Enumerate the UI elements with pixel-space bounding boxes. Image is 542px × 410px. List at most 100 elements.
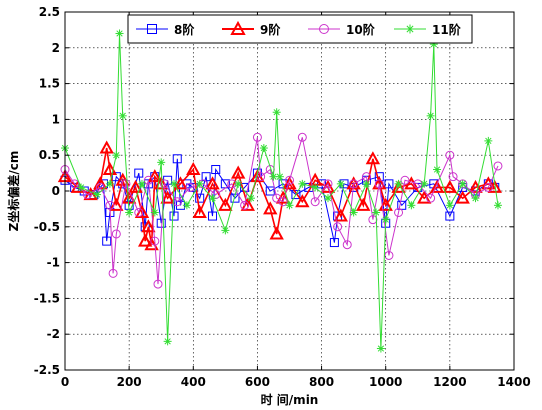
marker-square bbox=[265, 186, 275, 196]
y-tick-label: 2 bbox=[52, 41, 60, 55]
marker-star bbox=[195, 179, 204, 188]
marker-square bbox=[384, 179, 394, 189]
marker-circle bbox=[342, 240, 352, 250]
marker-circle bbox=[319, 24, 329, 34]
x-tick-label: 800 bbox=[309, 375, 334, 389]
marker-circle bbox=[108, 268, 118, 278]
marker-star bbox=[445, 201, 454, 210]
y-tick-label: -1 bbox=[47, 256, 60, 270]
marker-circle bbox=[240, 200, 250, 210]
marker-triangle bbox=[429, 179, 445, 193]
marker-circle bbox=[153, 279, 163, 289]
marker-star bbox=[458, 179, 467, 188]
legend-label: 8阶 bbox=[174, 22, 195, 37]
marker-square bbox=[147, 24, 157, 34]
marker-square bbox=[172, 154, 182, 164]
y-tick-label: 1.5 bbox=[39, 77, 60, 91]
marker-triangle bbox=[205, 176, 220, 190]
marker-square bbox=[208, 211, 218, 221]
marker-circle bbox=[185, 182, 195, 192]
marker-square bbox=[195, 193, 205, 203]
marker-star bbox=[285, 201, 294, 210]
y-tick-label: -2 bbox=[47, 327, 60, 341]
marker-star bbox=[311, 183, 320, 192]
marker-triangle bbox=[378, 197, 393, 211]
marker-star bbox=[484, 136, 493, 145]
marker-star bbox=[77, 183, 86, 192]
marker-star bbox=[234, 179, 243, 188]
marker-star bbox=[137, 179, 146, 188]
marker-triangle bbox=[186, 161, 201, 176]
marker-circle bbox=[368, 215, 378, 225]
marker-star bbox=[381, 215, 390, 224]
marker-circle bbox=[483, 182, 493, 192]
grid-layer bbox=[65, 12, 514, 370]
marker-star bbox=[336, 179, 345, 188]
marker-circle bbox=[285, 175, 294, 185]
marker-square bbox=[169, 211, 179, 221]
marker-star bbox=[182, 201, 191, 210]
marker-triangle bbox=[102, 161, 118, 176]
marker-circle bbox=[493, 161, 503, 171]
marker-triangle bbox=[295, 194, 310, 208]
marker-star bbox=[323, 194, 332, 203]
marker-circle bbox=[394, 207, 404, 217]
marker-star bbox=[105, 179, 114, 188]
marker-square bbox=[111, 172, 121, 182]
marker-triangle bbox=[144, 237, 159, 251]
marker-triangle bbox=[147, 169, 162, 183]
marker-circle bbox=[70, 179, 80, 189]
y-axis-title: Z坐标偏差/cm bbox=[6, 151, 21, 232]
marker-triangle bbox=[263, 201, 278, 215]
marker-circle bbox=[297, 132, 307, 142]
marker-circle bbox=[333, 222, 343, 232]
marker-star bbox=[349, 208, 358, 217]
marker-circle bbox=[384, 250, 394, 260]
marker-star bbox=[433, 165, 442, 174]
series-line bbox=[64, 147, 496, 245]
legend-label: 11阶 bbox=[432, 22, 462, 37]
marker-circle bbox=[374, 179, 384, 189]
marker-star bbox=[362, 179, 371, 188]
x-tick-label: 1200 bbox=[433, 375, 466, 389]
x-tick-label: 600 bbox=[245, 375, 270, 389]
marker-circle bbox=[448, 172, 458, 182]
marker-star bbox=[115, 29, 124, 38]
marker-star bbox=[272, 108, 281, 117]
marker-star bbox=[125, 208, 134, 217]
x-tick-label: 1000 bbox=[369, 375, 402, 389]
marker-circle bbox=[310, 197, 320, 207]
marker-square bbox=[397, 200, 407, 210]
marker-star bbox=[376, 344, 385, 353]
y-tick-label: 0 bbox=[52, 184, 60, 198]
marker-circle bbox=[278, 197, 288, 207]
marker-triangle bbox=[333, 208, 349, 222]
series-4 bbox=[61, 29, 502, 353]
x-tick-label: 1400 bbox=[497, 375, 530, 389]
legend: 8阶 9阶 10阶 11阶 bbox=[127, 14, 473, 44]
marker-circle bbox=[134, 207, 144, 217]
marker-triangle bbox=[192, 204, 207, 218]
marker-circle bbox=[426, 193, 436, 203]
marker-square bbox=[134, 168, 144, 178]
tick-layer: 0 200 400 600 800 1000 1200 1400 2.5 2 1.5 1 0.5 0 -0.… bbox=[34, 5, 531, 389]
marker-star bbox=[163, 337, 172, 346]
marker-square bbox=[102, 236, 112, 246]
marker-triangle bbox=[365, 151, 381, 165]
marker-star bbox=[394, 179, 403, 188]
legend-label: 10阶 bbox=[346, 22, 376, 37]
marker-star bbox=[93, 190, 102, 199]
marker-star bbox=[118, 111, 127, 120]
marker-circle bbox=[252, 132, 262, 142]
x-axis-title: 时 间/min bbox=[261, 392, 319, 407]
marker-star bbox=[420, 179, 429, 188]
marker-star bbox=[426, 111, 435, 120]
marker-square bbox=[211, 165, 221, 175]
marker-circle bbox=[159, 179, 169, 189]
marker-triangle bbox=[269, 226, 284, 240]
marker-star bbox=[208, 194, 217, 203]
marker-square bbox=[291, 190, 301, 200]
marker-star bbox=[407, 201, 416, 210]
marker-circle bbox=[111, 229, 121, 239]
